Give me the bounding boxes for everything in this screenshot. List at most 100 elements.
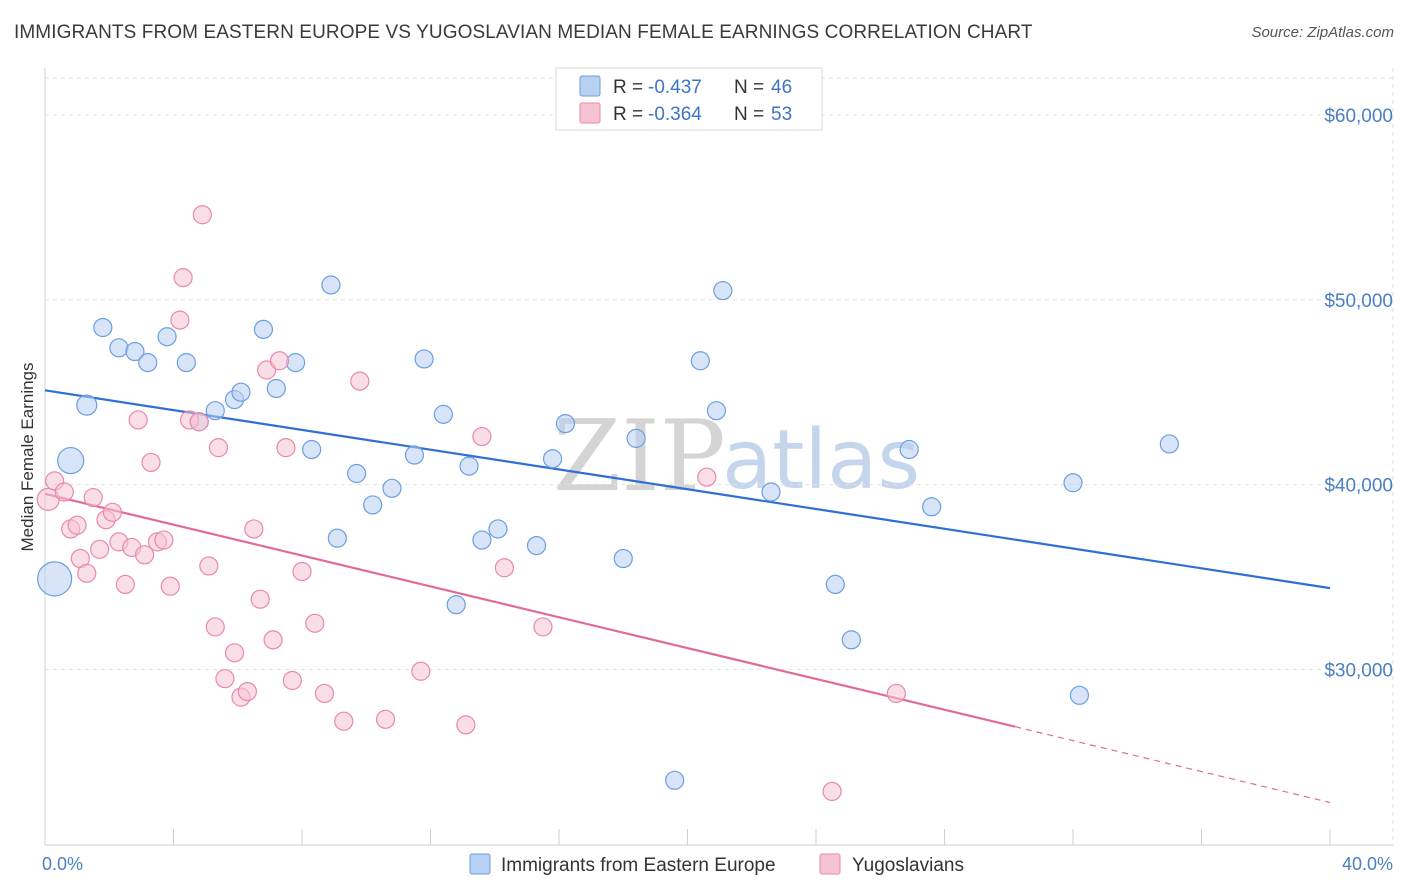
- point-s1-18: [154, 530, 174, 550]
- legend-r-value-1: -0.437: [648, 77, 702, 98]
- point-s1-20: [170, 310, 190, 330]
- point-s1-2: [54, 482, 74, 502]
- series-0-points: [37, 275, 1179, 790]
- legend-swatch-eastern-europe: [579, 75, 601, 97]
- point-s1-40: [305, 613, 325, 633]
- point-s1-16: [141, 452, 161, 473]
- point-s1-50: [697, 467, 717, 487]
- point-s0-27: [472, 530, 492, 550]
- point-s0-29: [526, 535, 547, 556]
- legend-n-label-1: N =: [734, 77, 764, 98]
- point-s1-15: [134, 545, 155, 565]
- point-s0-40: [841, 630, 861, 650]
- point-s0-26: [459, 456, 479, 476]
- point-s1-10: [102, 502, 123, 522]
- point-s0-0: [37, 561, 73, 597]
- legend-n-value-1: 46: [771, 77, 792, 98]
- y-tick-label-2: $50,000: [1324, 291, 1393, 312]
- point-s1-24: [192, 205, 213, 225]
- point-s0-34: [665, 770, 685, 790]
- point-s1-39: [292, 561, 312, 582]
- y-tick-label-3: $60,000: [1324, 106, 1393, 127]
- y-tick-label-1: $40,000: [1324, 476, 1393, 497]
- point-s0-41: [899, 439, 919, 460]
- point-s0-13: [253, 319, 274, 339]
- point-s1-27: [208, 438, 229, 458]
- watermark: ZIP atlas: [553, 400, 920, 514]
- point-s1-8: [90, 539, 110, 559]
- series-legend-swatch-yugoslavians: [819, 853, 841, 875]
- legend-r-value-2: -0.364: [648, 104, 702, 125]
- point-s0-24: [433, 404, 453, 424]
- trend-line-series-0: [44, 389, 1331, 590]
- point-s1-34: [257, 360, 277, 380]
- point-s0-16: [302, 439, 322, 460]
- trend-line-extension-series-1: [1015, 726, 1331, 804]
- point-s1-48: [494, 558, 514, 578]
- point-s1-49: [533, 617, 553, 637]
- legend-swatch-yugoslavians: [579, 102, 601, 124]
- series-legend: Immigrants from Eastern Europe Yugoslavi…: [469, 853, 964, 876]
- point-s1-26: [205, 617, 225, 637]
- point-s0-17: [321, 275, 341, 295]
- point-s0-45: [1069, 685, 1090, 705]
- series-legend-swatch-eastern-europe: [469, 853, 491, 875]
- point-s0-20: [363, 495, 383, 515]
- point-s0-42: [922, 497, 942, 517]
- point-s1-46: [456, 715, 476, 735]
- series-1-points: [36, 205, 906, 802]
- point-s1-35: [263, 630, 283, 650]
- point-s0-44: [1159, 434, 1179, 454]
- point-s0-30: [542, 449, 563, 469]
- point-s0-35: [690, 351, 710, 371]
- series-legend-label-eastern-europe: Immigrants from Eastern Europe: [501, 855, 776, 876]
- point-s0-23: [414, 349, 434, 369]
- series-legend-label-yugoslavians: Yugoslavians: [852, 855, 964, 876]
- point-s0-14: [266, 378, 286, 399]
- point-s0-43: [1063, 473, 1083, 493]
- point-s1-23: [189, 412, 209, 432]
- point-s0-19: [347, 463, 367, 484]
- point-s1-12: [115, 574, 135, 595]
- point-s0-25: [446, 595, 466, 615]
- point-s0-10: [205, 401, 225, 421]
- point-s0-28: [488, 519, 508, 539]
- point-s1-37: [276, 438, 296, 458]
- data-points: [36, 205, 1179, 802]
- legend-n-value-2: 53: [771, 104, 792, 125]
- point-s1-52: [822, 781, 842, 802]
- y-axis-title: Median Female Earnings: [18, 363, 37, 552]
- point-s0-7: [157, 327, 177, 347]
- point-s0-12: [231, 382, 251, 402]
- point-s1-29: [224, 643, 245, 663]
- source-credit: Source: ZipAtlas.com: [1251, 24, 1394, 41]
- point-s0-21: [382, 478, 402, 498]
- point-s0-2: [57, 446, 85, 475]
- point-s1-38: [282, 670, 302, 691]
- trend-line-series-1: [44, 492, 1016, 728]
- point-s0-3: [93, 317, 113, 338]
- point-s0-31: [555, 414, 576, 434]
- point-s1-21: [173, 268, 193, 288]
- point-s1-51: [886, 683, 906, 704]
- point-s1-45: [411, 661, 431, 681]
- stats-legend: R = -0.437 N = 46 R = -0.364 N = 53: [555, 67, 823, 131]
- point-s1-42: [334, 711, 354, 731]
- point-s0-22: [404, 445, 425, 465]
- watermark-atlas: atlas: [722, 413, 920, 508]
- point-s1-31: [237, 681, 257, 702]
- point-s1-19: [160, 576, 180, 596]
- x-tick-label-0: 0.0%: [42, 854, 83, 874]
- x-tick-label-1: 40.0%: [1342, 854, 1393, 874]
- axes: [44, 68, 1393, 846]
- trend-lines: [44, 389, 1331, 804]
- point-s1-25: [199, 556, 219, 576]
- point-s0-4: [109, 338, 129, 358]
- point-s0-18: [327, 528, 347, 548]
- point-s0-38: [761, 482, 781, 502]
- point-s0-33: [626, 428, 646, 448]
- point-s0-1: [76, 394, 98, 416]
- point-s0-32: [613, 548, 633, 569]
- x-tick-labels: 0.0% 40.0%: [42, 854, 1393, 874]
